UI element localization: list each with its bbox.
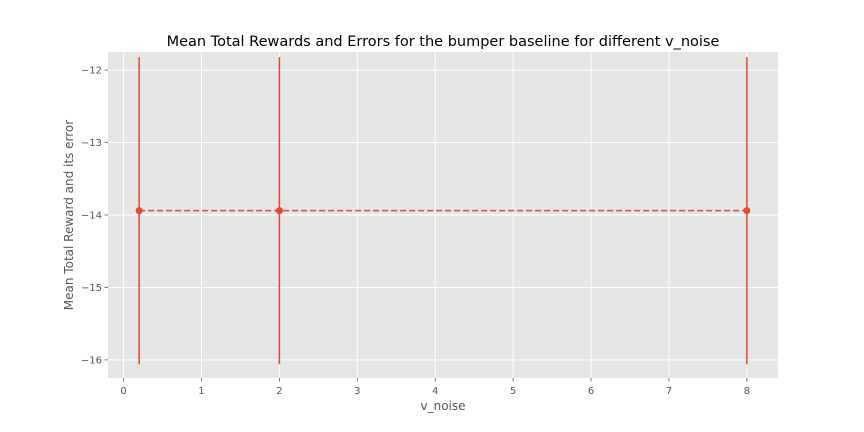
y-tick-label: −15 [81,283,102,294]
x-tick-label: 6 [588,386,594,397]
y-tick-label: −13 [81,138,102,149]
data-point [135,207,143,215]
data-point [275,207,283,215]
data-point [743,207,751,215]
x-tick-label: 0 [120,386,126,397]
y-axis-label: Mean Total Reward and its error [62,120,76,310]
x-tick-label: 5 [510,386,516,397]
series-layer [135,57,751,365]
x-tick-label: 2 [276,386,282,397]
y-tick-label: −12 [81,66,102,77]
x-axis-label: v_noise [420,399,465,413]
y-tick-label: −14 [81,211,102,222]
x-tick-label: 4 [432,386,438,397]
tick-labels: 0 1 2 3 4 5 6 7 8 −12 −13 −14 −15 −16 [81,66,750,397]
x-tick-label: 8 [744,386,750,397]
x-tick-label: 7 [666,386,672,397]
chart-title: Mean Total Rewards and Errors for the bu… [167,34,720,50]
x-tick-label: 1 [198,386,204,397]
x-tick-label: 3 [354,386,360,397]
y-tick-label: −16 [81,355,102,366]
